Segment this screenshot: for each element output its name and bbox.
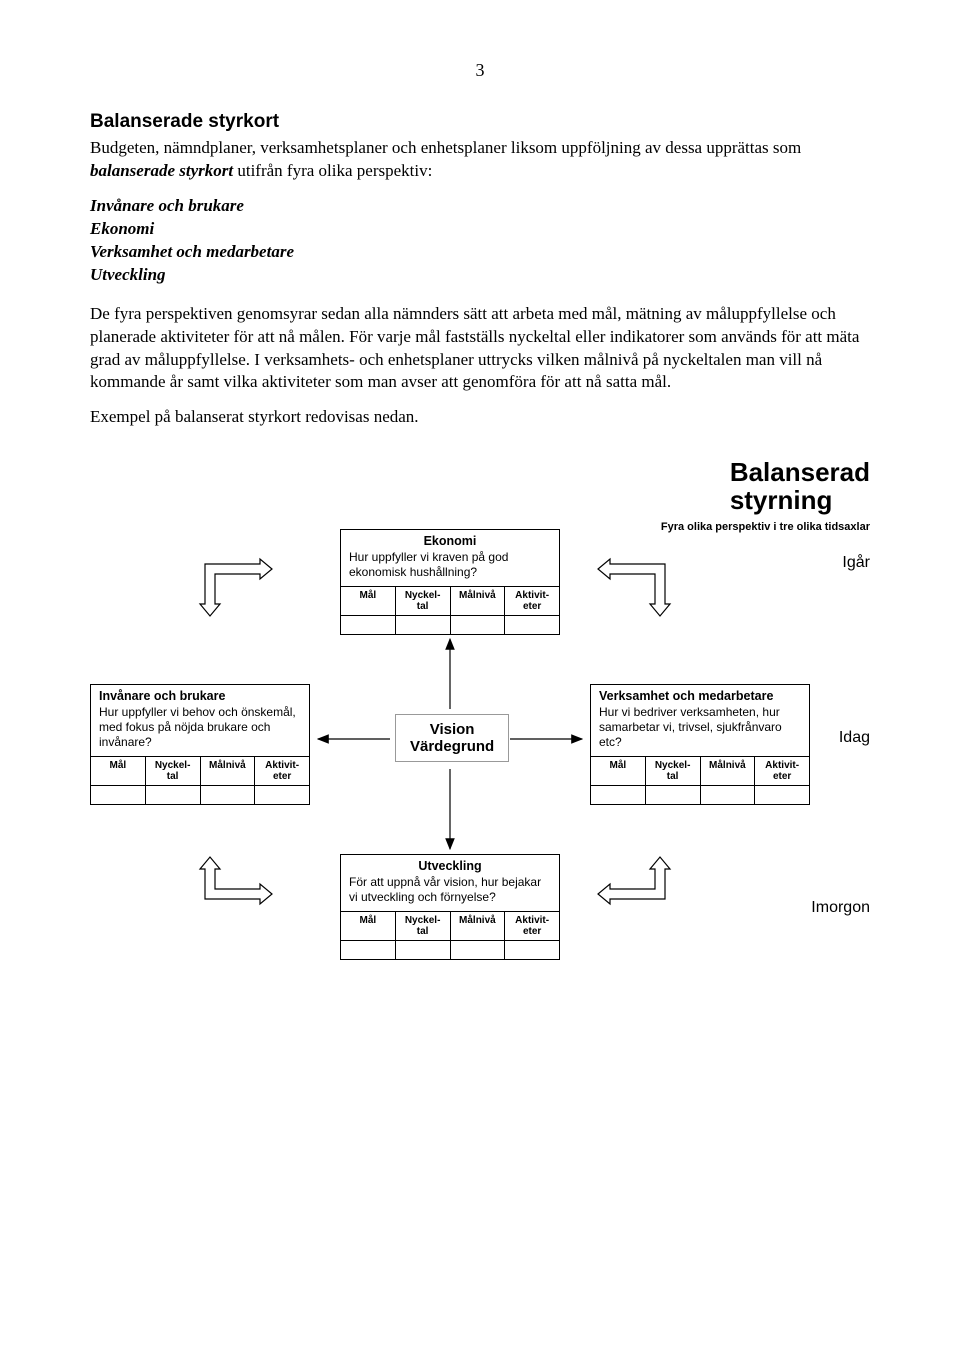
section-heading: Balanserade styrkort <box>90 111 870 133</box>
perspective-empty-row <box>591 786 809 804</box>
perspective-columns: Mål Nyckel- tal Målnivå Aktivit- eter <box>591 756 809 786</box>
perspective-empty-row <box>91 786 309 804</box>
intro-text-before: Budgeten, nämndplaner, verksamhetsplaner… <box>90 138 801 157</box>
col-nyckeltal: Nyckel- tal <box>396 587 451 615</box>
time-label-imorgon: Imorgon <box>811 899 870 917</box>
perspective-header: Invånare och brukare Hur uppfyller vi be… <box>91 685 309 756</box>
perspective-header: Verksamhet och medarbetare Hur vi bedriv… <box>591 685 809 756</box>
diagram-title-line2: styrning <box>730 485 833 515</box>
perspective-empty-row <box>341 616 559 634</box>
page-number: 3 <box>90 60 870 81</box>
perspective-title: Utveckling <box>349 859 551 875</box>
col-mal: Mål <box>341 912 396 940</box>
col-aktiv: Aktivit- eter <box>505 912 559 940</box>
perspective-desc: För att uppnå vår vision, hur bejakar vi… <box>349 875 551 905</box>
perspective-header: Utveckling För att uppnå vår vision, hur… <box>341 855 559 911</box>
perspective-empty-row <box>341 941 559 959</box>
perspective-desc: Hur vi bedriver verksamheten, hur samarb… <box>599 705 801 750</box>
intro-bold-term: balanserade styrkort <box>90 161 233 180</box>
perspective-item: Utveckling <box>90 264 870 287</box>
col-malniva: Målnivå <box>201 757 256 785</box>
perspective-title: Invånare och brukare <box>99 689 301 705</box>
document-page: 3 Balanserade styrkort Budgeten, nämndpl… <box>0 0 960 1357</box>
perspective-header: Ekonomi Hur uppfyller vi kraven på god e… <box>341 530 559 586</box>
perspective-item: Ekonomi <box>90 218 870 241</box>
diagram-title: Balanserad styrning <box>730 459 870 514</box>
balanced-scorecard-diagram: Balanserad styrning Fyra olika perspekti… <box>90 459 870 999</box>
col-aktiv: Aktivit- eter <box>255 757 309 785</box>
time-label-igar: Igår <box>842 554 870 572</box>
body-paragraph-1: De fyra perspektiven genomsyrar sedan al… <box>90 303 870 395</box>
col-nyckeltal: Nyckel- tal <box>646 757 701 785</box>
col-aktiv: Aktivit- eter <box>755 757 809 785</box>
perspective-item: Verksamhet och medarbetare <box>90 241 870 264</box>
diagram-subtitle: Fyra olika perspektiv i tre olika tidsax… <box>661 521 870 533</box>
diagram-title-line1: Balanserad <box>730 457 870 487</box>
intro-text-after: utifrån fyra olika perspektiv: <box>233 161 432 180</box>
perspective-box-ekonomi: Ekonomi Hur uppfyller vi kraven på god e… <box>340 529 560 635</box>
center-vision-box: Vision Värdegrund <box>395 714 509 762</box>
perspective-desc: Hur uppfyller vi kraven på god ekonomisk… <box>349 550 551 580</box>
center-line2: Värdegrund <box>410 738 494 755</box>
col-mal: Mål <box>91 757 146 785</box>
perspective-box-verksamhet: Verksamhet och medarbetare Hur vi bedriv… <box>590 684 810 805</box>
col-malniva: Målnivå <box>451 912 506 940</box>
col-nyckeltal: Nyckel- tal <box>146 757 201 785</box>
perspective-title: Verksamhet och medarbetare <box>599 689 801 705</box>
time-label-idag: Idag <box>839 729 870 747</box>
perspective-columns: Mål Nyckel- tal Målnivå Aktivit- eter <box>341 911 559 941</box>
perspective-columns: Mål Nyckel- tal Målnivå Aktivit- eter <box>91 756 309 786</box>
intro-paragraph: Budgeten, nämndplaner, verksamhetsplaner… <box>90 137 870 183</box>
col-malniva: Målnivå <box>451 587 506 615</box>
col-mal: Mål <box>591 757 646 785</box>
col-aktiv: Aktivit- eter <box>505 587 559 615</box>
perspective-columns: Mål Nyckel- tal Målnivå Aktivit- eter <box>341 586 559 616</box>
col-mal: Mål <box>341 587 396 615</box>
perspective-desc: Hur uppfyller vi behov och önskemål, med… <box>99 705 301 750</box>
col-nyckeltal: Nyckel- tal <box>396 912 451 940</box>
center-line1: Vision <box>410 721 494 738</box>
perspective-box-utveckling: Utveckling För att uppnå vår vision, hur… <box>340 854 560 960</box>
perspective-item: Invånare och brukare <box>90 195 870 218</box>
perspective-title: Ekonomi <box>349 534 551 550</box>
col-malniva: Målnivå <box>701 757 756 785</box>
perspective-list: Invånare och brukare Ekonomi Verksamhet … <box>90 195 870 287</box>
body-paragraph-2: Exempel på balanserat styrkort redovisas… <box>90 406 870 429</box>
perspective-box-invanare: Invånare och brukare Hur uppfyller vi be… <box>90 684 310 805</box>
